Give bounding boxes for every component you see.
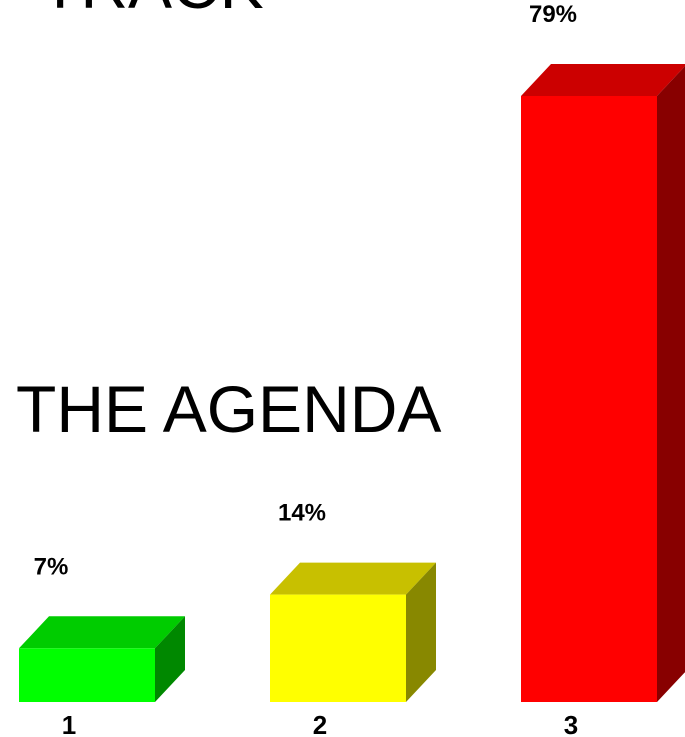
value-label-1: 7% (34, 553, 69, 580)
category-label-2: 2 (313, 710, 327, 737)
bar-3-side-face (657, 66, 685, 702)
value-label-3: 79% (529, 1, 577, 28)
category-label-1: 1 (62, 710, 76, 737)
background-title-line1: TRACK (40, 0, 264, 22)
bars-group: 7% 1 14% 2 79% 3 (19, 1, 685, 737)
bar-3-top-face (521, 64, 685, 96)
bar-1-top-face (19, 616, 185, 649)
bar-1 (19, 648, 155, 702)
category-label-3: 3 (564, 710, 578, 737)
background-title-line2: THE AGENDA (16, 372, 441, 446)
bar-2-side-face (406, 562, 436, 702)
bar-2 (270, 594, 406, 702)
value-label-2: 14% (278, 500, 326, 527)
bar-1-side-face (155, 616, 185, 702)
bar-2-top-face (270, 562, 436, 595)
bar-3 (521, 96, 657, 702)
